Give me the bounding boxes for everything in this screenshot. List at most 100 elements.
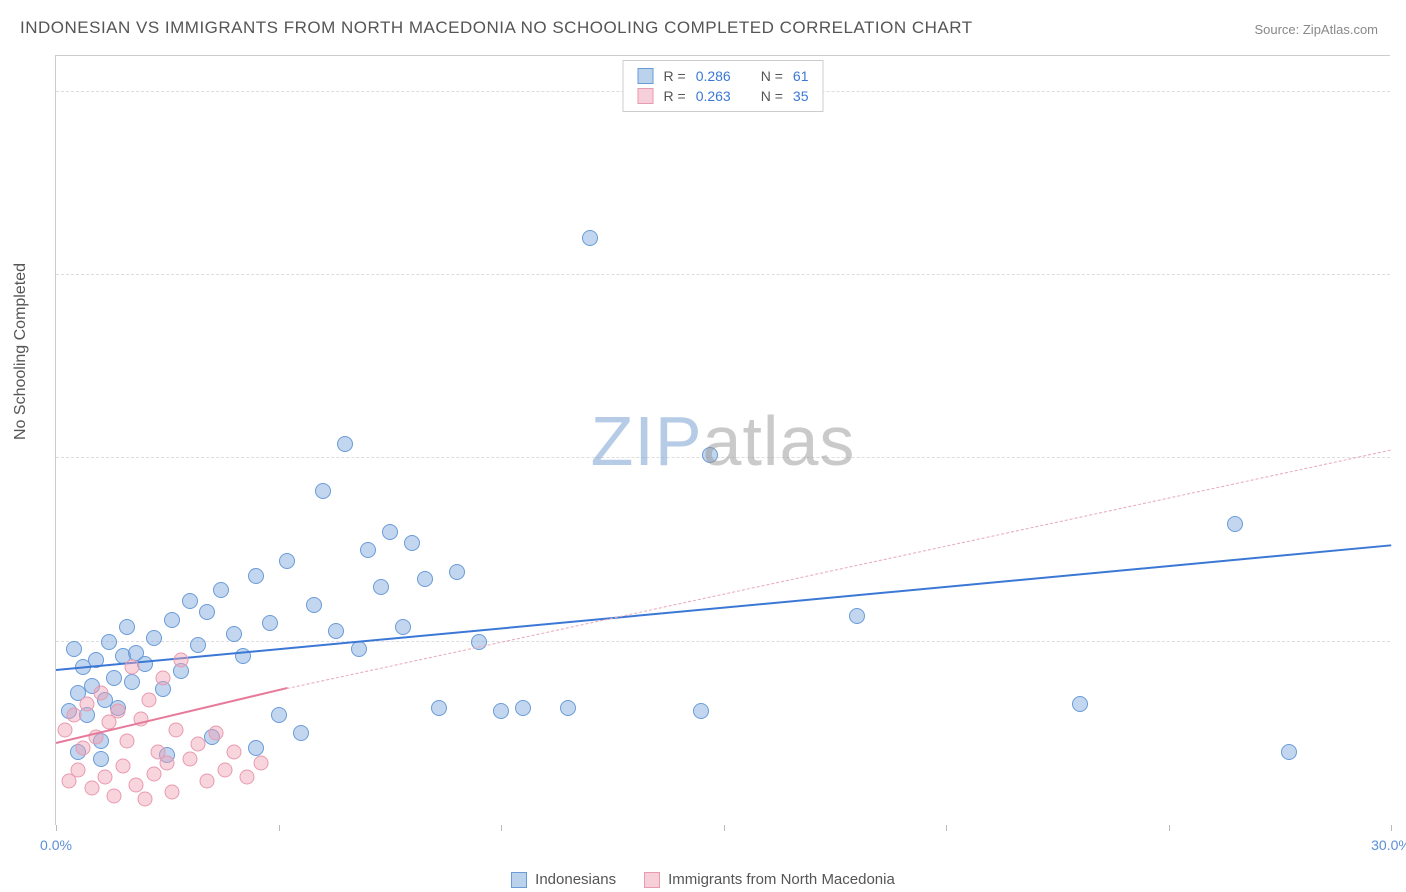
data-point (164, 785, 179, 800)
data-point (106, 670, 122, 686)
x-tick-label: 30.0% (1371, 837, 1406, 853)
data-point (182, 752, 197, 767)
data-point (218, 763, 233, 778)
data-point (142, 693, 157, 708)
x-tick (56, 825, 57, 831)
data-point (328, 623, 344, 639)
data-point (169, 722, 184, 737)
gridline (56, 274, 1390, 275)
x-tick (1169, 825, 1170, 831)
data-point (164, 612, 180, 628)
stat-r-value: 0.263 (696, 88, 731, 104)
data-point (417, 571, 433, 587)
gridline (56, 641, 1390, 642)
data-point (1281, 744, 1297, 760)
data-point (395, 619, 411, 635)
data-point (431, 700, 447, 716)
data-point (120, 733, 135, 748)
data-point (253, 755, 268, 770)
data-point (849, 608, 865, 624)
data-point (75, 741, 90, 756)
data-point (101, 634, 117, 650)
swatch-icon (638, 68, 654, 84)
x-tick (501, 825, 502, 831)
data-point (190, 637, 206, 653)
data-point (71, 763, 86, 778)
x-tick (946, 825, 947, 831)
data-point (293, 725, 309, 741)
y-tick-label: 15.0% (1395, 267, 1406, 283)
data-point (493, 703, 509, 719)
data-point (1072, 696, 1088, 712)
data-point (262, 615, 278, 631)
data-point (97, 770, 112, 785)
data-point (271, 707, 287, 723)
data-point (449, 564, 465, 580)
data-point (199, 604, 215, 620)
data-point (106, 788, 121, 803)
stat-row: R = 0.286 N = 61 (638, 66, 809, 86)
data-point (119, 619, 135, 635)
legend-item: Indonesians (511, 871, 616, 888)
data-point (213, 582, 229, 598)
stat-n-label: N = (761, 88, 783, 104)
data-point (191, 737, 206, 752)
x-tick-label: 0.0% (40, 837, 72, 853)
stat-n-label: N = (761, 68, 783, 84)
data-point (337, 436, 353, 452)
data-point (129, 777, 144, 792)
data-point (306, 597, 322, 613)
stat-row: R = 0.263 N = 35 (638, 86, 809, 106)
data-point (173, 653, 188, 668)
data-point (57, 722, 72, 737)
data-point (702, 447, 718, 463)
data-point (138, 792, 153, 807)
x-tick (724, 825, 725, 831)
data-point (124, 674, 140, 690)
stat-r-value: 0.286 (696, 68, 731, 84)
swatch-icon (638, 88, 654, 104)
data-point (373, 579, 389, 595)
data-point (66, 708, 81, 723)
legend-label: Immigrants from North Macedonia (668, 871, 895, 888)
data-point (146, 630, 162, 646)
plot-surface: 5.0%10.0%15.0%20.0%0.0%30.0% (56, 56, 1390, 825)
y-tick-label: 10.0% (1395, 450, 1406, 466)
data-point (315, 483, 331, 499)
y-tick-label: 5.0% (1395, 634, 1406, 650)
data-point (279, 553, 295, 569)
data-point (111, 704, 126, 719)
y-axis-label: No Schooling Completed (12, 263, 30, 440)
data-point (115, 759, 130, 774)
chart-area: 5.0%10.0%15.0%20.0%0.0%30.0% ZIPatlas R … (55, 55, 1390, 825)
swatch-icon (644, 872, 660, 888)
data-point (240, 770, 255, 785)
source-attribution: Source: ZipAtlas.com (1254, 22, 1378, 37)
statistics-box: R = 0.286 N = 61 R = 0.263 N = 35 (623, 60, 824, 112)
stat-r-label: R = (664, 88, 686, 104)
legend-label: Indonesians (535, 871, 616, 888)
data-point (155, 671, 170, 686)
data-point (360, 542, 376, 558)
stat-n-value: 61 (793, 68, 809, 84)
data-point (80, 697, 95, 712)
stat-n-value: 35 (793, 88, 809, 104)
x-tick (279, 825, 280, 831)
legend-item: Immigrants from North Macedonia (644, 871, 895, 888)
legend: Indonesians Immigrants from North Macedon… (0, 871, 1406, 888)
data-point (1227, 516, 1243, 532)
data-point (93, 751, 109, 767)
data-point (382, 524, 398, 540)
x-tick (1391, 825, 1392, 831)
data-point (248, 568, 264, 584)
data-point (200, 774, 215, 789)
stat-r-label: R = (664, 68, 686, 84)
data-point (351, 641, 367, 657)
data-point (93, 686, 108, 701)
trend-line (56, 544, 1391, 671)
data-point (124, 660, 139, 675)
data-point (515, 700, 531, 716)
swatch-icon (511, 872, 527, 888)
data-point (160, 755, 175, 770)
data-point (226, 626, 242, 642)
